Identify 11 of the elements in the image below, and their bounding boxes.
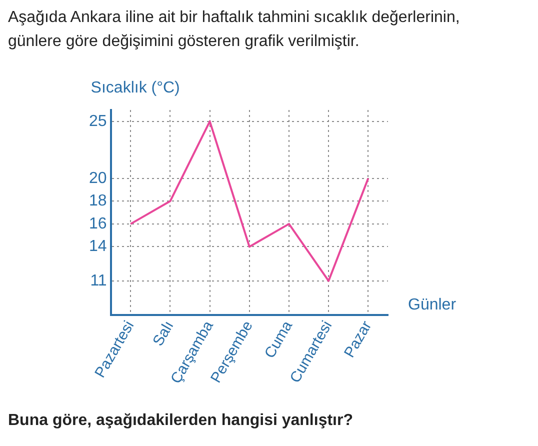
y-axis-title: Sıcaklık (°C): [90, 79, 180, 96]
text: Buna göre, aşağıdakilerden hangisi yanlıştır?: [8, 412, 353, 430]
y-tick-label: 11: [90, 272, 107, 290]
x-tick-label: Salı: [150, 318, 178, 350]
y-tick-label: 14: [89, 238, 107, 256]
y-tick-label: 20: [89, 170, 107, 187]
x-axis-title: Günler: [408, 296, 457, 314]
y-tick-label: 25: [89, 112, 107, 130]
y-tick-label: 18: [89, 192, 107, 210]
y-tick-label: 16: [89, 215, 107, 232]
chart-title: Aşağıda Ankara iline ait bir haftalık tahmini sıcaklık değerlerinin, günlere göre değişimini gösteren grafik verilmiştir.: [8, 8, 461, 52]
